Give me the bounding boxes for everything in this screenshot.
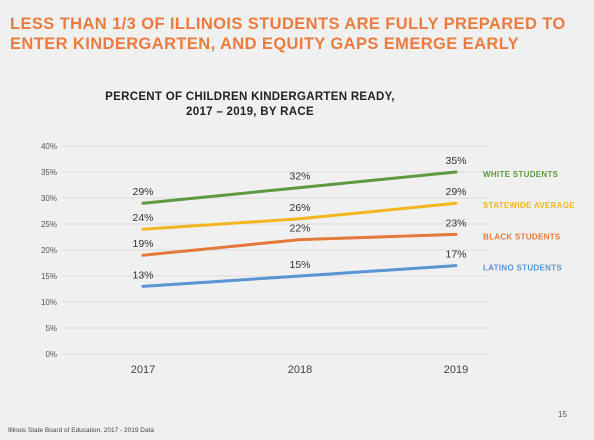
y-tick-label: 25% xyxy=(41,220,57,229)
data-label: 15% xyxy=(289,259,310,271)
y-tick-label: 35% xyxy=(41,168,57,177)
series-line xyxy=(141,201,458,231)
y-tick-label: 40% xyxy=(41,142,57,151)
data-label: 22% xyxy=(289,223,310,235)
series-line xyxy=(141,170,458,205)
y-tick-label: 20% xyxy=(41,246,57,255)
series-line xyxy=(141,232,458,257)
data-label: 17% xyxy=(445,249,466,261)
headline-line-2: ENTER KINDERGARTEN, AND EQUITY GAPS EMER… xyxy=(10,35,520,53)
data-label: 24% xyxy=(132,212,153,224)
series-line xyxy=(141,264,458,288)
data-label: 35% xyxy=(445,155,466,167)
legend-entry: BLACK STUDENTS xyxy=(483,232,561,241)
legend-entry: STATEWIDE AVERAGE xyxy=(483,201,575,210)
y-tick-label: 10% xyxy=(41,298,57,307)
x-tick-label: 2018 xyxy=(288,364,312,376)
y-tick-label: 5% xyxy=(45,324,57,333)
x-tick-label: 2019 xyxy=(444,364,468,376)
data-label: 13% xyxy=(132,269,153,281)
data-label: 26% xyxy=(289,202,310,214)
data-label: 19% xyxy=(132,238,153,250)
data-label: 32% xyxy=(289,171,310,183)
y-tick-label: 30% xyxy=(41,194,57,203)
chart-title: PERCENT OF CHILDREN KINDERGARTEN READY, … xyxy=(100,90,400,120)
data-label: 23% xyxy=(445,217,466,229)
legend-entry: LATINO STUDENTS xyxy=(483,264,562,273)
page-number: 15 xyxy=(558,410,567,419)
chart-title-line-1: PERCENT OF CHILDREN KINDERGARTEN READY, xyxy=(105,91,395,103)
headline-line-1: LESS THAN 1/3 OF ILLINOIS STUDENTS ARE F… xyxy=(10,15,566,33)
chart-title-line-2: 2017 – 2019, BY RACE xyxy=(186,106,314,118)
y-tick-label: 0% xyxy=(45,350,57,359)
y-tick-label: 15% xyxy=(41,272,57,281)
source-note: Illinois State Board of Education, 2017 … xyxy=(8,427,154,434)
data-label: 29% xyxy=(445,186,466,198)
x-tick-label: 2017 xyxy=(131,364,155,376)
legend-entry: WHITE STUDENTS xyxy=(483,170,559,179)
slide-headline: LESS THAN 1/3 OF ILLINOIS STUDENTS ARE F… xyxy=(10,14,580,54)
data-label: 29% xyxy=(132,186,153,198)
